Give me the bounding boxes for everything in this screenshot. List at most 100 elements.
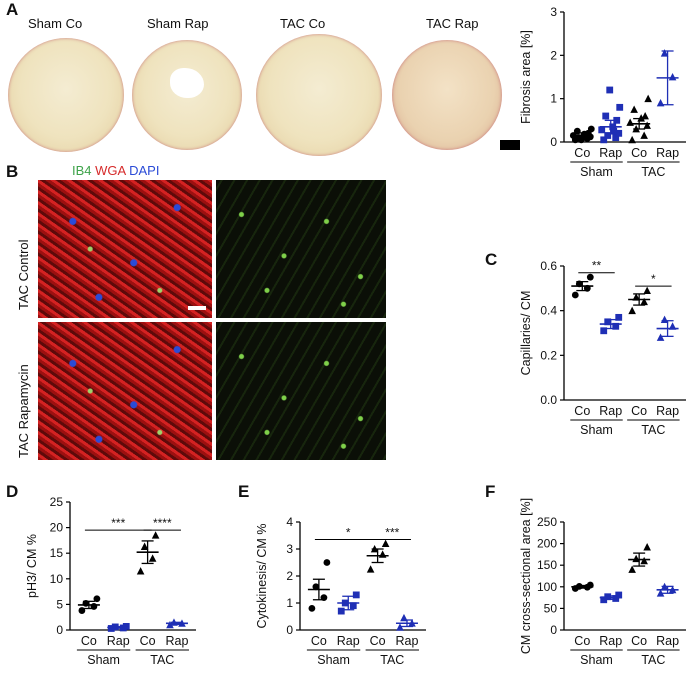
x-category-label: Rap (656, 404, 679, 418)
data-point (606, 86, 614, 94)
label-sham-co: Sham Co (28, 16, 83, 31)
data-point (615, 129, 623, 137)
data-point (604, 593, 612, 601)
data-point (308, 605, 316, 612)
group-label: TAC (641, 165, 665, 179)
data-point (604, 132, 612, 139)
data-point (616, 103, 624, 111)
data-point (640, 131, 648, 139)
data-point (586, 273, 594, 281)
group-label: TAC (150, 653, 174, 667)
y-tick-label: 200 (537, 537, 557, 551)
group-label: Sham (580, 165, 613, 179)
data-point (644, 94, 652, 103)
x-category-label: Rap (396, 634, 419, 648)
x-category-label: Rap (337, 634, 360, 648)
heart-section-sham-co (8, 38, 124, 152)
data-point (628, 135, 636, 144)
micrograph-tac-control-merge (38, 180, 212, 318)
significance-label: **** (153, 516, 172, 530)
panel-letter-a: A (6, 0, 19, 19)
data-point (140, 542, 149, 550)
x-category-label: Rap (599, 404, 622, 418)
y-tick-label: 2 (286, 569, 293, 583)
data-point (604, 318, 612, 326)
x-category-label: Co (81, 634, 97, 648)
group-label: TAC (380, 653, 404, 667)
panel-letter-c: C (485, 250, 498, 269)
x-category-label: Rap (599, 634, 622, 648)
y-tick-label: 0 (550, 135, 557, 149)
y-tick-label: 100 (537, 580, 557, 594)
x-category-label: Co (631, 146, 647, 160)
panel-letter-f: F (485, 482, 496, 501)
y-axis-label: Capillaries/ CM (519, 291, 533, 376)
heart-section-tac-co (256, 34, 382, 156)
x-category-label: Co (140, 634, 156, 648)
label-sham-rap: Sham Rap (147, 16, 209, 31)
data-point (668, 73, 677, 81)
x-category-label: Co (574, 146, 590, 160)
x-category-label: Rap (166, 634, 189, 648)
data-point (656, 333, 665, 341)
data-point (151, 531, 160, 539)
data-point (612, 595, 620, 602)
data-point (148, 554, 157, 562)
label-tac-co: TAC Co (280, 16, 326, 31)
y-axis-label: CM cross-sectional area [%] (519, 498, 533, 654)
data-point (166, 620, 174, 629)
x-category-label: Co (370, 634, 386, 648)
heart-section-sham-rap (132, 40, 242, 150)
x-category-label: Co (631, 634, 647, 648)
data-point (366, 565, 375, 573)
significance-label: * (651, 272, 656, 286)
y-tick-label: 0.2 (540, 348, 557, 362)
significance-label: * (346, 526, 351, 540)
data-point (641, 112, 649, 120)
data-point (640, 556, 648, 565)
y-tick-label: 3 (550, 5, 557, 19)
group-label: Sham (580, 653, 613, 667)
y-tick-label: 3 (286, 542, 293, 556)
micrograph-tac-rapamycin-ib4 (216, 322, 386, 460)
micrograph-tac-rapamycin-merge (38, 322, 212, 460)
y-axis-label: Cytokinesis/ CM % (255, 524, 269, 629)
data-point (136, 567, 145, 575)
panel-letter-e: E (238, 482, 250, 501)
data-point (312, 583, 320, 591)
data-point (587, 125, 595, 133)
scale-bar-b (188, 306, 206, 310)
stain-dapi: DAPI (129, 163, 160, 178)
significance-label: *** (111, 516, 125, 530)
y-tick-label: 0.4 (540, 304, 557, 318)
chart-f-cm-area: 0 50 100 150 200 250 CM cross-sectional area [… (519, 498, 686, 667)
data-point (122, 623, 130, 630)
data-point (600, 327, 608, 335)
heart-section-tac-rap (392, 40, 502, 150)
data-point (349, 602, 357, 610)
data-point (610, 127, 618, 135)
data-point (643, 286, 651, 294)
data-point (378, 550, 387, 558)
group-label: TAC (641, 653, 665, 667)
y-tick-label: 5 (56, 597, 63, 611)
data-point (626, 118, 634, 126)
data-point (643, 121, 651, 129)
group-label: Sham (580, 423, 613, 437)
stain-ib4: IB4 (72, 163, 92, 178)
x-category-label: Co (311, 634, 327, 648)
data-point (600, 136, 608, 144)
y-tick-label: 0 (550, 623, 557, 637)
y-tick-label: 0 (286, 623, 293, 637)
data-point (600, 596, 608, 604)
data-point (323, 559, 331, 566)
data-point (640, 297, 648, 306)
data-point (643, 543, 651, 551)
group-label: TAC (641, 423, 665, 437)
x-category-label: Rap (656, 146, 679, 160)
data-point (628, 565, 636, 573)
y-tick-label: 2 (550, 48, 557, 62)
y-tick-label: 25 (50, 495, 64, 509)
data-point (630, 105, 638, 113)
